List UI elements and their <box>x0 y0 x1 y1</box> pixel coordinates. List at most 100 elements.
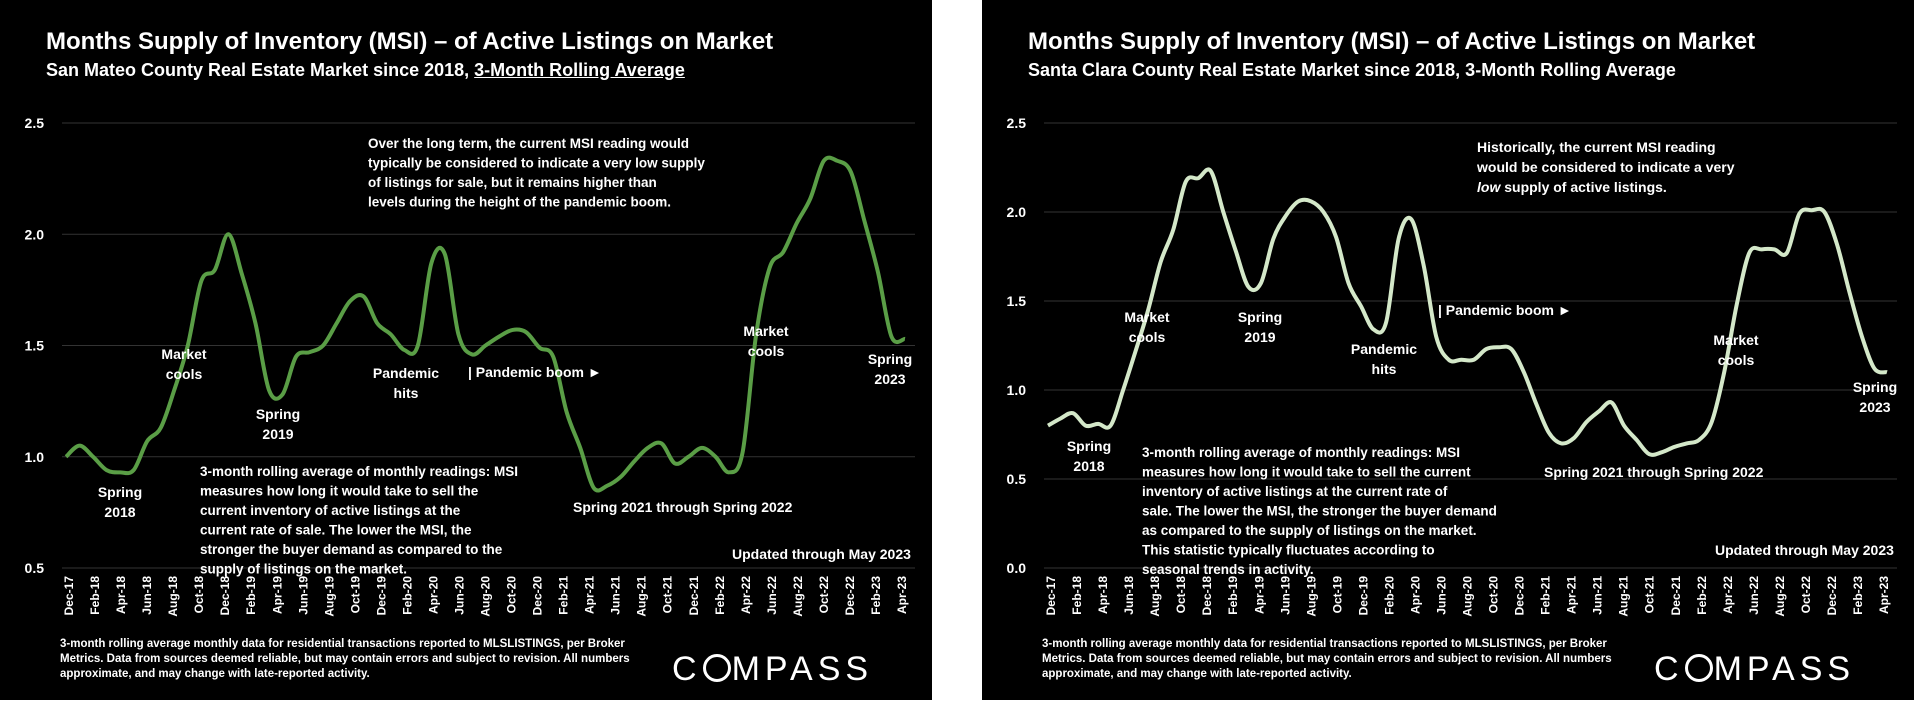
logo-o-ring <box>1684 654 1713 682</box>
x-tick-label: Aug-22 <box>1773 576 1787 617</box>
annotation-text: Market <box>1124 309 1169 325</box>
annotation-text: 3-month rolling average of monthly readi… <box>200 464 518 479</box>
annotation-text: | Pandemic boom ► <box>1438 302 1572 318</box>
x-tick-label: Dec-20 <box>1513 576 1527 616</box>
x-tick-label: Apr-20 <box>426 576 440 614</box>
x-tick-label: Jun-18 <box>140 576 154 615</box>
chart-subtitle: San Mateo County Real Estate Market sinc… <box>46 60 685 81</box>
y-tick-label: 1.0 <box>1007 382 1027 398</box>
x-tick-label: Oct-20 <box>1487 576 1501 614</box>
x-tick-label: Aug-21 <box>1617 576 1631 617</box>
annotation-text: would be considered to indicate a very <box>1476 159 1735 175</box>
annotation-text: Market <box>161 346 206 362</box>
footnote: 3-month rolling average monthly data for… <box>1042 638 1612 680</box>
x-tick-label: Dec-17 <box>1044 576 1058 616</box>
annotation-text: Over the long term, the current MSI read… <box>368 136 689 151</box>
logo-o-ring <box>702 654 731 682</box>
annotation-text: measures how long it would take to sell … <box>200 484 479 499</box>
x-tick-label: Feb-18 <box>1070 576 1084 615</box>
y-tick-label: 0.0 <box>1007 560 1027 576</box>
x-tick-label: Oct-20 <box>505 576 519 614</box>
x-tick-label: Aug-22 <box>791 576 805 617</box>
x-tick-label: Feb-22 <box>1695 576 1709 615</box>
y-tick-label: 0.5 <box>1007 471 1027 487</box>
annotation-text: sale. The lower the MSI, the stronger th… <box>1142 504 1497 519</box>
x-tick-label: Dec-18 <box>218 576 232 616</box>
chart-title: Months Supply of Inventory (MSI) – of Ac… <box>46 28 774 55</box>
x-tick-label: Jun-19 <box>296 576 310 615</box>
x-tick-label: Feb-19 <box>244 576 258 615</box>
x-tick-label: Apr-18 <box>1096 576 1110 614</box>
x-tick-label: Aug-21 <box>635 576 649 617</box>
annotation-text: cools <box>748 343 785 359</box>
msi-series-line <box>1047 167 1888 457</box>
chart-panel-santa-clara: Months Supply of Inventory (MSI) – of Ac… <box>982 0 1914 700</box>
x-tick-label: Apr-23 <box>895 576 909 614</box>
annotation-text: levels during the height of the pandemic… <box>368 195 671 210</box>
logo-c: C <box>672 650 702 688</box>
annotation-text: measures how long it would take to sell … <box>1142 465 1471 480</box>
x-tick-label: Oct-19 <box>348 576 362 614</box>
msi-line-chart: 0.5 1.0 1.5 2.0 2.5 Dec-17 Feb-18 Apr-18 Jun-18 A… <box>25 115 915 617</box>
y-tick-label: 2.0 <box>1007 204 1027 220</box>
annotation-text: cools <box>1129 329 1166 345</box>
x-tick-label: Dec-17 <box>62 576 76 616</box>
x-tick-label: Jun-19 <box>1278 576 1292 615</box>
logo-mpass: MPASS <box>731 650 874 688</box>
msi-line-chart: 0.0 0.5 1.0 1.5 2.0 2.5 Dec-17 Feb-18 Apr-18 Jun-… <box>1007 115 1898 617</box>
annotation-text: Spring <box>256 406 300 422</box>
x-tick-label: Oct-22 <box>1799 576 1813 614</box>
x-tick-label: Oct-22 <box>817 576 831 614</box>
x-tick-label: Apr-21 <box>583 576 597 614</box>
annotation-text: Spring <box>1853 379 1897 395</box>
x-tick-label: Feb-18 <box>88 576 102 615</box>
annotation-text: | Pandemic boom ► <box>468 364 602 380</box>
x-tick-label: Dec-21 <box>1669 576 1683 616</box>
y-tick-label: 2.5 <box>1007 115 1027 131</box>
x-tick-label: Dec-20 <box>531 576 545 616</box>
annotation-text: Spring <box>868 351 912 367</box>
annotation-text: 2019 <box>1244 329 1275 345</box>
annotation-text: stronger the buyer demand as compared to… <box>200 542 503 557</box>
y-tick-label: 1.5 <box>25 338 45 354</box>
annotation-text: seasonal trends in activity. <box>1142 562 1314 577</box>
annotation-text: Spring <box>1238 309 1282 325</box>
x-tick-label: Apr-19 <box>1252 576 1266 614</box>
x-tick-label: Apr-19 <box>270 576 284 614</box>
annotation-text: 2018 <box>104 504 135 520</box>
annotation-text: Market <box>1713 332 1758 348</box>
x-tick-label: Oct-18 <box>1174 576 1188 614</box>
annotation-text: This statistic typically fluctuates acco… <box>1142 543 1435 558</box>
chart-subtitle: Santa Clara County Real Estate Market si… <box>1028 60 1676 80</box>
annotation-text: current rate of sale. The lower the MSI,… <box>200 523 472 538</box>
x-tick-label: Dec-22 <box>1825 576 1839 616</box>
x-tick-label: Apr-22 <box>1721 576 1735 614</box>
annotation-text: Spring <box>1067 438 1111 454</box>
annotation-text: cools <box>166 366 203 382</box>
x-tick-label: Dec-21 <box>687 576 701 616</box>
annotation-text: hits <box>1372 361 1397 377</box>
x-tick-label: Feb-20 <box>1382 576 1396 615</box>
x-tick-label: Jun-20 <box>1434 576 1448 615</box>
annotation-text: Spring 2021 through Spring 2022 <box>573 499 793 515</box>
x-tick-label: Feb-21 <box>1539 576 1553 615</box>
annotation-text: 2023 <box>1859 399 1890 415</box>
annotation-text: Spring <box>98 484 142 500</box>
x-tick-label: Feb-22 <box>713 576 727 615</box>
annotation-text: current inventory of active listings at … <box>200 503 461 518</box>
x-tick-label: Aug-19 <box>322 576 336 617</box>
x-tick-label: Jun-22 <box>1747 576 1761 615</box>
x-tick-label: Jun-20 <box>452 576 466 615</box>
annotation-text: Updated through May 2023 <box>1715 542 1894 558</box>
y-tick-label: 2.5 <box>25 115 45 131</box>
annotation-text: typically be considered to indicate a ve… <box>368 156 705 171</box>
x-tick-label: Dec-22 <box>843 576 857 616</box>
annotation-text: supply of listings on the market. <box>200 562 407 577</box>
x-tick-label: Aug-18 <box>1148 576 1162 617</box>
annotation-text: as compared to the supply of listings on… <box>1142 523 1477 538</box>
x-tick-label: Aug-20 <box>1461 576 1475 617</box>
y-tick-label: 1.0 <box>25 449 45 465</box>
x-tick-label: Feb-23 <box>1851 576 1865 615</box>
annotation-text: of listings for sale, but it remains hig… <box>368 175 657 190</box>
x-tick-label: Oct-21 <box>1643 576 1657 614</box>
